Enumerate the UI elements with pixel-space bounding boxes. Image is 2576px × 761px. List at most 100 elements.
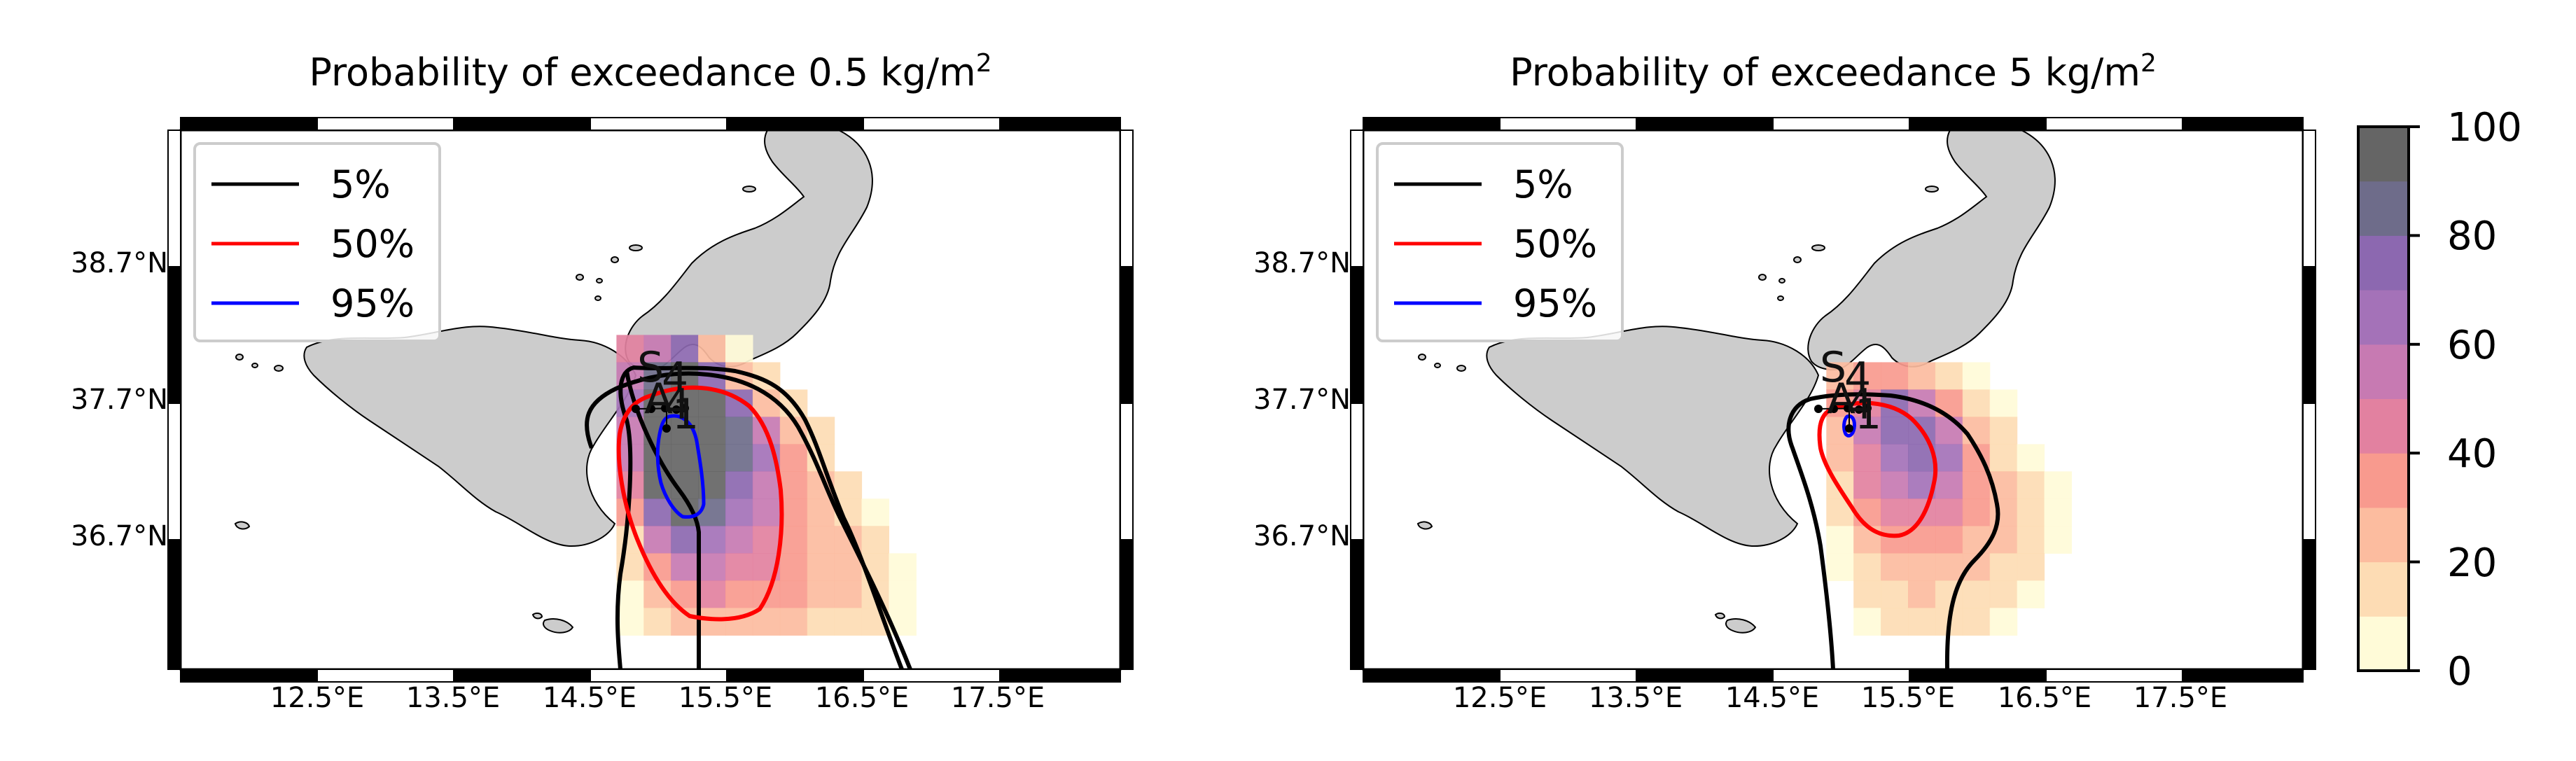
probability-cell [1826,362,1854,390]
colorbar: 0 20 40 60 80 100 [2357,105,2522,694]
panel-1-vent-markers [632,404,689,433]
probability-cell [807,608,835,636]
frame-segment-right [1120,130,1134,267]
panel-2-site-label-a: A [1827,375,1856,424]
panel-1-xtick-5: 16.5°E [815,682,909,714]
probability-cell [2044,498,2072,526]
panel-2: Probability of exceedance 5 kg/m2 S 4 [1253,49,2316,714]
frame-segment-top [863,117,1001,131]
probability-cell [1826,553,1854,581]
frame-segment-right [2302,539,2316,670]
frame-segment-left [167,403,181,540]
probability-cell [1989,444,2018,472]
frame-segment-top [180,117,318,131]
probability-cell [1908,498,1936,526]
probability-cell [834,580,863,608]
frame-segment-top [316,117,454,131]
panel-2-site-label-4b: 4 [1846,380,1873,429]
colorbar-cell [2358,181,2409,236]
panel-2-site-label-4a: 4 [1844,354,1871,403]
probability-cell [1935,417,1963,445]
probability-cell [1881,580,1909,608]
probability-cell [725,335,753,363]
frame-segment-bottom [726,669,864,683]
probability-cell [725,553,753,581]
panel-2-xtick-2: 13.5°E [1589,682,1683,714]
panel-1-site-label-s: S [637,343,664,392]
frame-segment-bottom [453,669,591,683]
probability-cell [2017,498,2045,526]
panel-2-xtick-4: 15.5°E [1861,682,1955,714]
frame-segment-bottom [999,669,1121,683]
frame-segment-bottom [590,669,727,683]
frame-segment-top [1909,117,2047,131]
probability-cell [1989,553,2018,581]
probability-cell [1853,444,1881,472]
probability-cell [2017,444,2045,472]
panel-2-ytick-2: 37.7°N [1253,384,1351,416]
probability-cell [698,553,726,581]
probability-cell [1881,471,1909,499]
frame-segment-right [1120,266,1134,404]
probability-cell [2017,553,2045,581]
probability-cell [779,580,808,608]
panel-1-title: Probability of exceedance 0.5 kg/m2 [309,49,991,95]
panel-1-ytick-1: 38.7°N [71,247,168,279]
probability-cell [779,471,808,499]
probability-cell [1935,553,1963,581]
frame-segment-bottom [316,669,454,683]
probability-cell [779,553,808,581]
panel-2-site-label-1: 1 [1855,390,1881,439]
panel-1-xtick-2: 13.5°E [406,682,500,714]
probability-cell [1935,498,1963,526]
colorbar-cell [2358,616,2409,671]
probability-cell [1908,608,1936,636]
probability-cell [1853,498,1881,526]
frame-segment-left [1350,130,1364,267]
probability-cell [1935,362,1963,390]
panel-2-ytick-3: 36.7°N [1253,520,1351,552]
probability-cell [616,608,644,636]
frame-segment-top [999,117,1121,131]
probability-cell [779,498,808,526]
probability-cell [725,417,753,445]
frame-segment-top [1772,117,1910,131]
probability-cell [1962,498,1991,526]
probability-cell [643,608,671,636]
probability-cell [1908,362,1936,390]
frame-segment-bottom [1772,669,1910,683]
probability-cell [1881,526,1909,554]
panel-1-site-label-4b: 4 [664,380,690,429]
frame-segment-left [1350,266,1364,404]
probability-cell [1989,417,2018,445]
probability-cell [779,444,808,472]
colorbar-label-80: 80 [2447,214,2497,259]
probability-cell [671,335,699,363]
panel-1-ytick-2: 37.7°N [71,384,168,416]
probability-cell [1853,417,1881,445]
panel-2-xtick-5: 16.5°E [1998,682,2091,714]
probability-cell [643,498,671,526]
frame-segment-bottom [180,669,318,683]
panel-1-contour-50pct [616,385,784,622]
probability-cell [1908,580,1936,608]
panel-2-xtick-3: 14.5°E [1725,682,1819,714]
frame-segment-right [2302,266,2316,404]
probability-cell [671,553,699,581]
frame-segment-top [726,117,864,131]
probability-cell [1881,444,1909,472]
probability-cell [889,553,917,581]
probability-cell [807,526,835,554]
panel-2-title: Probability of exceedance 5 kg/m2 [1510,49,2157,95]
panel-2-legend: 5% 50% 95% [1376,142,1624,342]
probability-cell [725,444,753,472]
panel-2-site-label-s: S [1820,343,1846,392]
probability-cell [834,471,863,499]
probability-cell [2017,471,2045,499]
frame-segment-bottom [2045,669,2183,683]
panel-2-probability-grid [1826,362,2072,636]
panel-2-legend-50pct: 50% [1513,222,1597,266]
probability-cell [643,526,671,554]
probability-cell [1826,444,1854,472]
